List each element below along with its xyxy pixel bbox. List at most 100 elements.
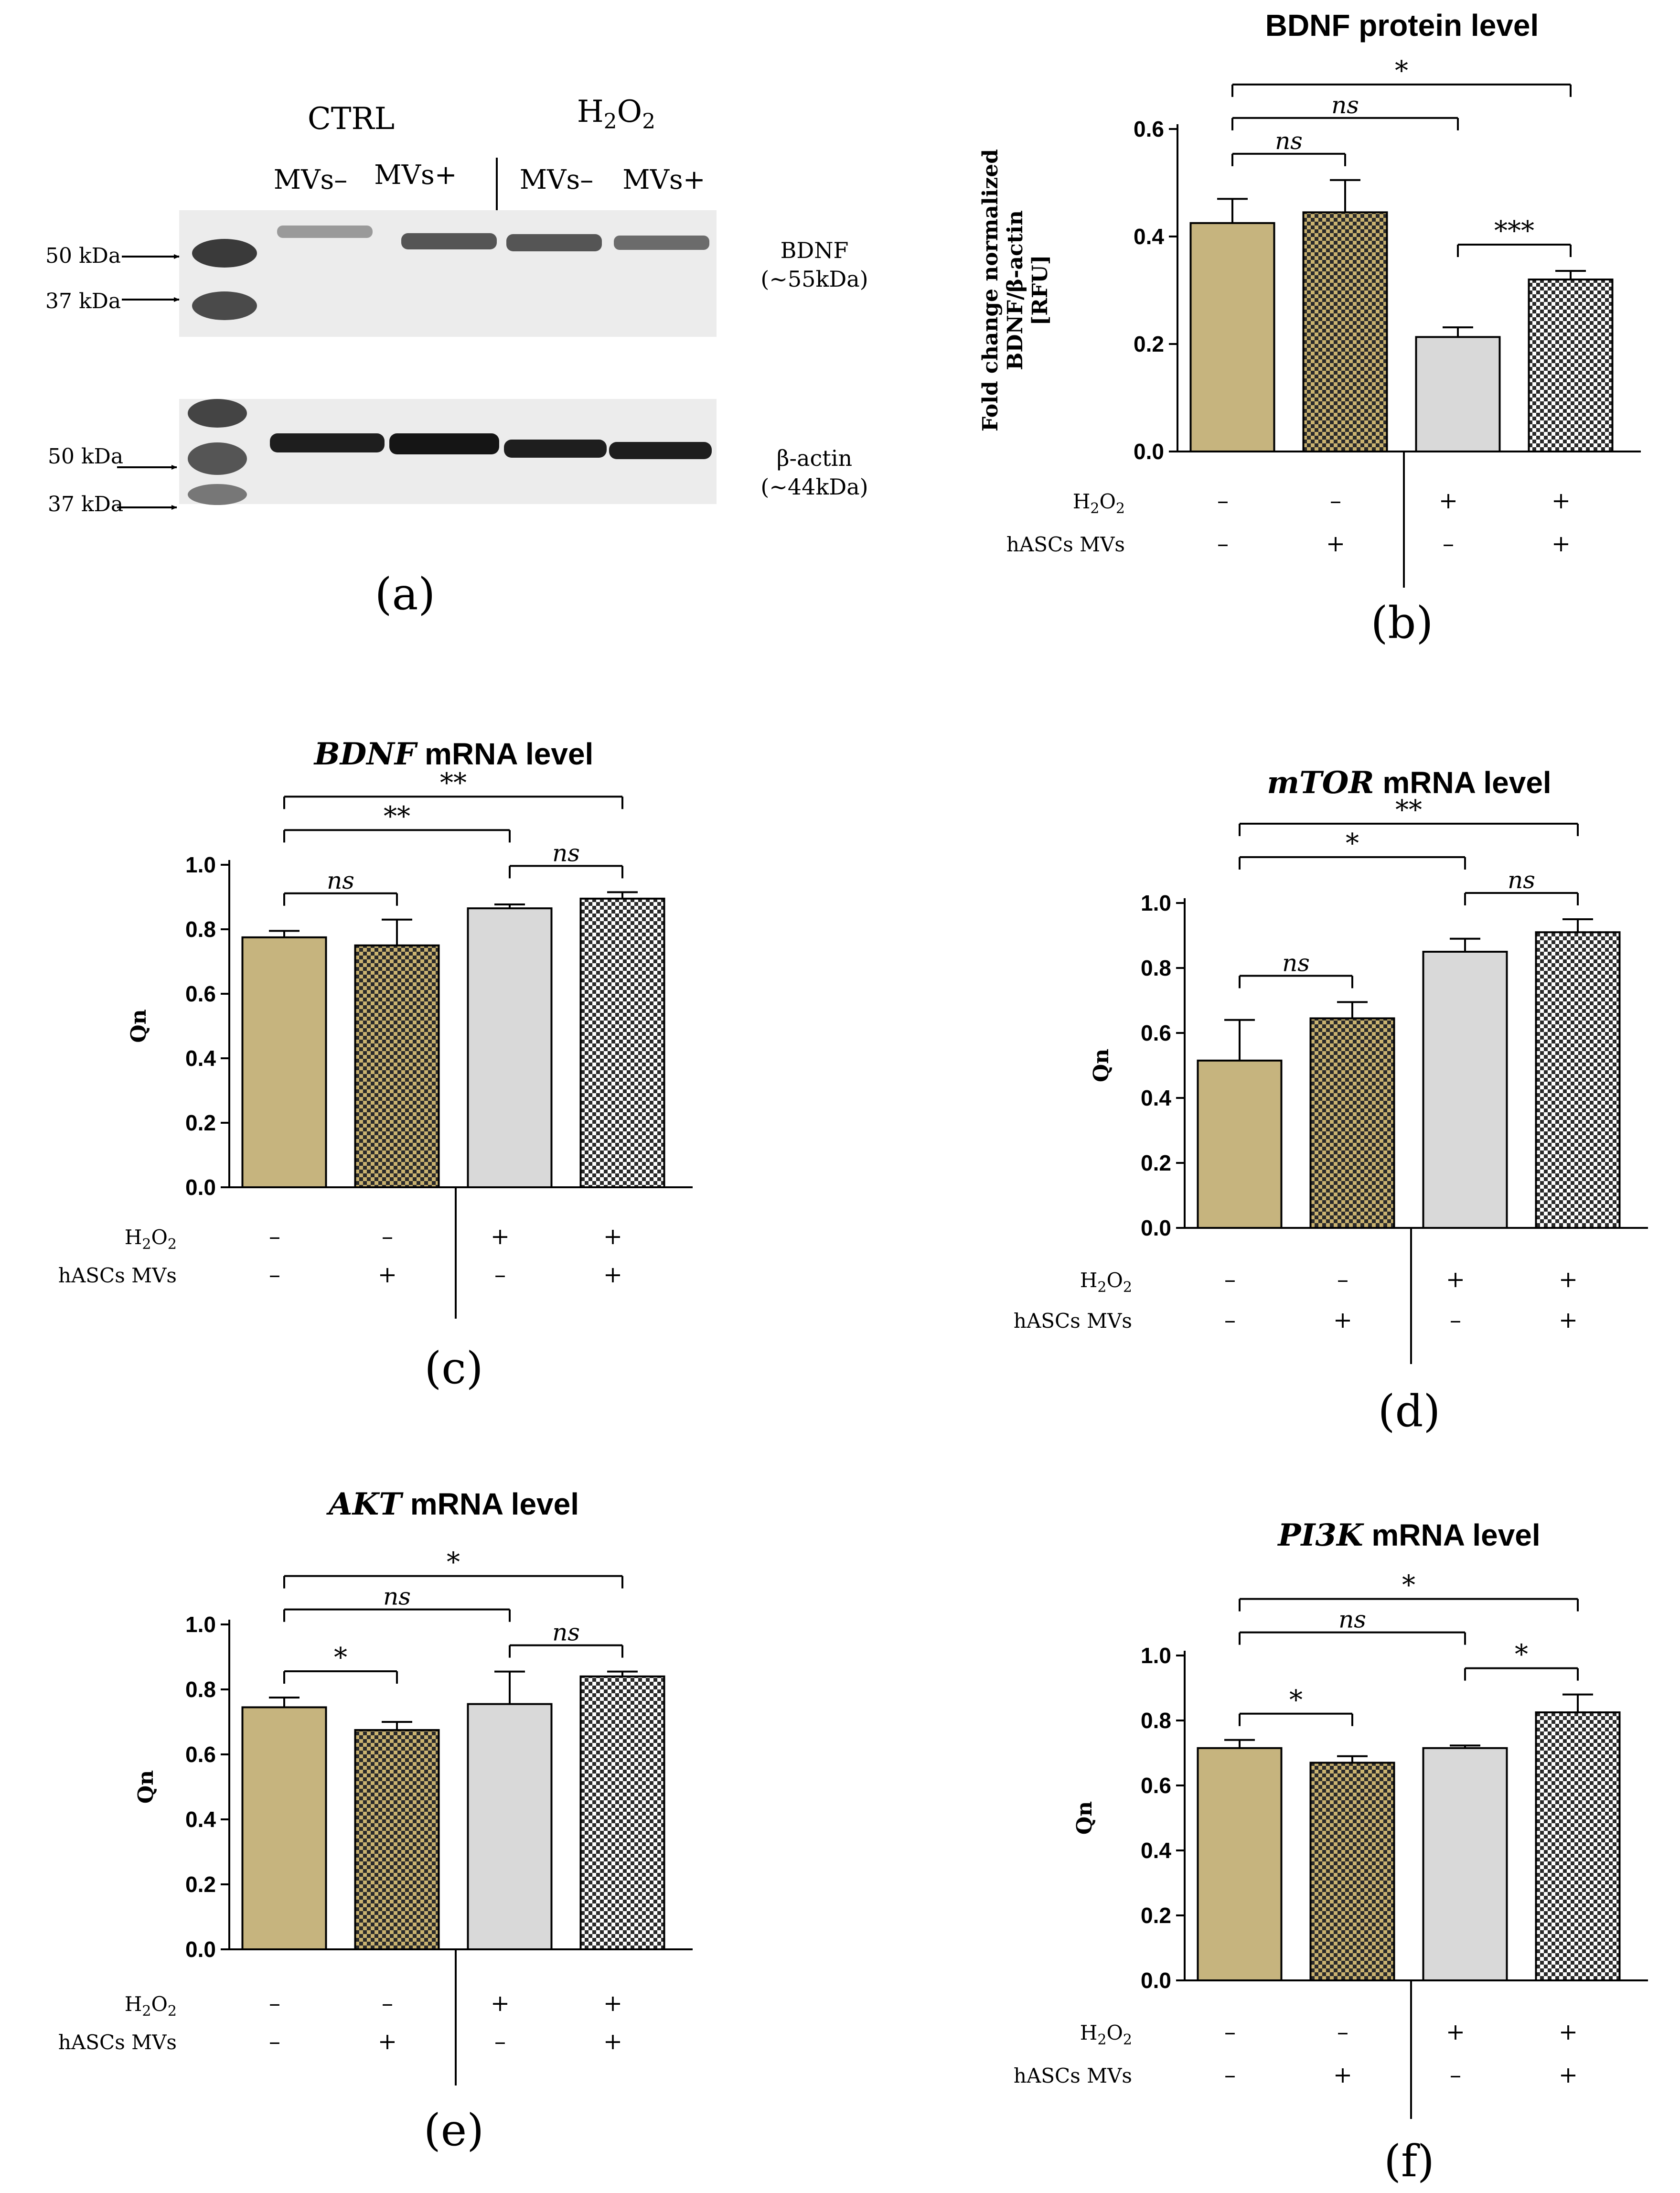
sig-label-b-3: ***	[1494, 215, 1534, 247]
condition-mvs-sign-e-3: +	[603, 2028, 622, 2055]
bdnf-marker-37: 37 kDa	[45, 289, 121, 313]
actin-band-label: β-actin	[777, 445, 852, 471]
bdnf-band-size: (~55kDa)	[760, 266, 868, 292]
chart-panel-c: BDNF mRNA level 0.0 0.2 0.4 0.6 0.8 1.0 Qn ** ** n…	[58, 736, 693, 1394]
condition-mvs-sign-b-2: –	[1443, 530, 1454, 557]
y-tick-label-c-0: 0.0	[185, 1175, 216, 1200]
condition-mvs-sign-d-0: –	[1224, 1307, 1236, 1333]
actin-band-lane-1	[270, 433, 385, 452]
condition-h2o2-sign-d-3: +	[1559, 1266, 1578, 1293]
condition-h2o2-sign-b-3: +	[1552, 487, 1571, 514]
condition-h2o2-sign-d-0: –	[1224, 1266, 1236, 1293]
condition-mvs-sign-e-0: –	[269, 2028, 280, 2055]
actin-marker-37: 37 kDa	[48, 492, 123, 516]
chart-title-e: AKT mRNA level	[326, 1486, 579, 1522]
bdnf-band-lane-2	[401, 233, 497, 249]
condition-mvs-sign-f-2: –	[1450, 2062, 1461, 2088]
chart-title-c: BDNF mRNA level	[313, 736, 594, 772]
bar-e-1	[354, 1729, 440, 1950]
condition-label-mvs-f: hASCs MVs	[1014, 2064, 1132, 2087]
blot-lane-4: MVs+	[622, 164, 705, 195]
condition-label-h2o2-b: H2O2	[1073, 490, 1125, 517]
condition-mvs-sign-f-0: –	[1224, 2062, 1236, 2088]
y-tick-label-b-2: 0.4	[1134, 224, 1164, 249]
bdnf-marker-50: 50 kDa	[45, 244, 121, 268]
sig-label-c-2: ns	[327, 867, 354, 894]
panel-label-b: (b)	[1371, 597, 1434, 648]
panel-label-f: (f)	[1384, 2136, 1434, 2187]
bdnf-ladder-band-37	[192, 291, 257, 320]
actin-band-lane-4	[609, 442, 712, 459]
actin-band-lane-3	[504, 440, 607, 458]
bar-e-0	[241, 1706, 327, 1950]
sig-label-f-3: *	[1515, 1639, 1528, 1670]
chart-title-b: BDNF protein level	[1265, 8, 1539, 43]
bar-b-3	[1528, 279, 1614, 452]
condition-h2o2-sign-f-1: –	[1337, 2019, 1348, 2045]
y-axis-label-f-0: Qn	[1072, 1801, 1097, 1835]
condition-label-h2o2-f: H2O2	[1080, 2021, 1132, 2048]
y-tick-label-f-0: 0.0	[1141, 1968, 1171, 1993]
sig-label-d-1: *	[1346, 828, 1359, 859]
y-tick-label-d-4: 0.8	[1141, 956, 1171, 980]
blot-lane-3: MVs–	[520, 164, 594, 195]
sig-label-c-0: **	[440, 767, 467, 798]
sig-label-c-1: **	[384, 801, 410, 832]
bar-f-1	[1309, 1762, 1395, 1981]
condition-h2o2-sign-c-2: +	[491, 1223, 510, 1250]
condition-mvs-sign-d-1: +	[1333, 1307, 1352, 1333]
y-tick-label-f-3: 0.6	[1141, 1773, 1171, 1798]
sig-label-b-2: ns	[1275, 127, 1303, 155]
panel-label-d: (d)	[1378, 1386, 1441, 1437]
bdnf-band-lane-1	[277, 226, 373, 238]
bar-b-0	[1189, 222, 1275, 452]
actin-ladder-band-50	[188, 442, 247, 475]
actin-ladder-band-37	[188, 484, 247, 505]
chart-panel-d: mTOR mRNA level0.00.20.40.60.81.0Qn***ns…	[1014, 765, 1648, 1437]
sig-label-e-0: *	[447, 1547, 460, 1578]
condition-mvs-sign-b-1: +	[1326, 530, 1345, 557]
condition-h2o2-sign-b-0: –	[1217, 487, 1229, 514]
bar-d-1	[1309, 1017, 1395, 1229]
chart-panel-b: BDNF protein level 0.0 0.2 0.4 0.6 Fold chang…	[978, 8, 1641, 648]
y-tick-label-d-0: 0.0	[1141, 1215, 1171, 1240]
blot-group-h2o2: H2O2	[577, 94, 655, 134]
condition-mvs-sign-d-2: –	[1450, 1307, 1461, 1333]
bar-f-0	[1197, 1747, 1283, 1982]
condition-mvs-sign-c-3: +	[603, 1261, 622, 1288]
sig-label-d-3: ns	[1508, 866, 1535, 894]
panel-label-e: (e)	[424, 2105, 484, 2156]
y-tick-label-b-0: 0.0	[1134, 439, 1164, 464]
y-axis-label-b-0: Fold change normalized	[978, 149, 1003, 431]
sig-label-b-1: ns	[1331, 91, 1359, 119]
condition-mvs-sign-c-2: –	[494, 1261, 506, 1288]
bdnf-ladder-band-50	[192, 239, 257, 268]
western-blot-panel: CTRL H2O2 MVs– MVs+ MVs– MVs+ 50 kDa 37 …	[45, 94, 868, 620]
y-axis-label-b-1: BDNF/β-actin	[1003, 210, 1027, 370]
y-tick-label-e-1: 0.2	[185, 1872, 216, 1897]
chart-panel-f: PI3K mRNA level 0.0 0.2 0.4 0.6 0.8 1.0 Qn * ns * *…	[1014, 1517, 1648, 2187]
y-axis-label-e-0: Qn	[134, 1770, 158, 1804]
bar-c-3	[579, 897, 665, 1188]
condition-label-mvs-d: hASCs MVs	[1014, 1309, 1132, 1333]
sig-label-f-0: *	[1402, 1570, 1415, 1601]
condition-label-h2o2-c: H2O2	[125, 1226, 177, 1253]
bar-c-0	[241, 936, 327, 1188]
condition-mvs-sign-e-1: +	[378, 2028, 397, 2055]
condition-h2o2-sign-e-0: –	[269, 1990, 280, 2017]
y-axis-label-c-0: Qn	[127, 1009, 151, 1043]
condition-h2o2-sign-e-3: +	[603, 1990, 622, 2017]
condition-h2o2-sign-f-3: +	[1559, 2019, 1578, 2045]
chart-title-d: mTOR mRNA level	[1267, 765, 1551, 801]
condition-h2o2-sign-b-2: +	[1439, 487, 1458, 514]
sig-label-b-0: *	[1395, 55, 1408, 86]
y-tick-label-e-4: 0.8	[185, 1677, 216, 1702]
sig-label-f-1: ns	[1338, 1606, 1366, 1634]
condition-label-mvs-b: hASCs MVs	[1006, 533, 1125, 556]
bdnf-band-lane-4	[614, 236, 709, 250]
condition-mvs-sign-c-0: –	[269, 1261, 280, 1288]
condition-mvs-sign-b-3: +	[1552, 530, 1571, 557]
condition-h2o2-sign-c-0: –	[269, 1223, 280, 1250]
condition-label-h2o2-d: H2O2	[1080, 1268, 1132, 1296]
bar-d-3	[1535, 931, 1621, 1229]
